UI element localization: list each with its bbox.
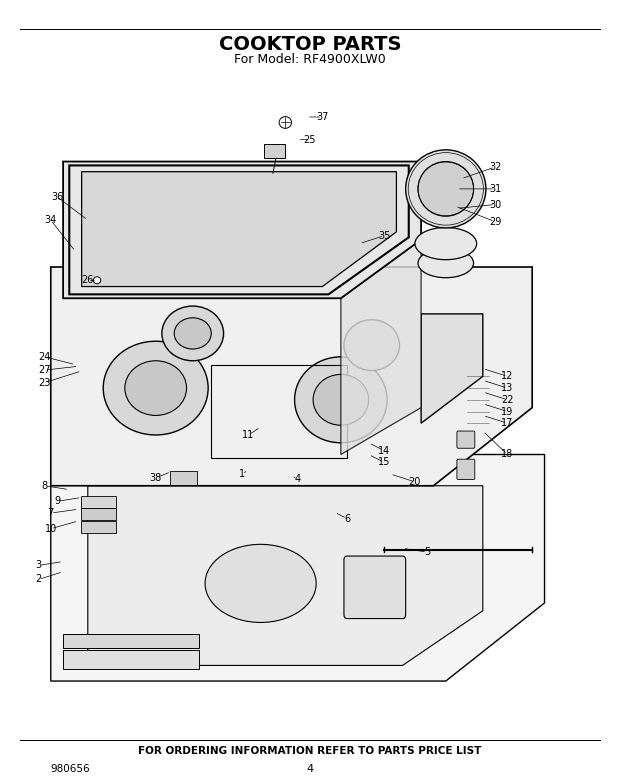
Bar: [63, 650, 199, 670]
Text: 4: 4: [306, 764, 314, 774]
Bar: [264, 143, 285, 158]
Text: 14: 14: [378, 445, 390, 456]
Ellipse shape: [279, 117, 291, 129]
Text: 20: 20: [409, 477, 421, 487]
Text: 18: 18: [502, 449, 513, 459]
Ellipse shape: [94, 277, 101, 284]
Polygon shape: [51, 455, 544, 681]
Text: 32: 32: [489, 162, 502, 172]
Text: 980656: 980656: [51, 764, 91, 774]
Text: 22: 22: [501, 395, 514, 405]
Text: 27: 27: [38, 365, 51, 375]
Ellipse shape: [294, 357, 387, 443]
Text: 12: 12: [502, 372, 514, 381]
Ellipse shape: [205, 544, 316, 622]
Text: 36: 36: [51, 192, 63, 201]
Text: 11: 11: [242, 430, 254, 440]
Text: 35: 35: [378, 230, 390, 241]
FancyBboxPatch shape: [457, 459, 475, 480]
Bar: [63, 634, 199, 648]
Polygon shape: [341, 240, 421, 455]
Text: 2: 2: [35, 575, 42, 585]
Text: 5: 5: [424, 547, 430, 557]
Ellipse shape: [344, 320, 399, 371]
FancyBboxPatch shape: [81, 521, 116, 533]
Polygon shape: [88, 486, 483, 666]
Text: FOR ORDERING INFORMATION REFER TO PARTS PRICE LIST: FOR ORDERING INFORMATION REFER TO PARTS …: [138, 746, 482, 757]
Ellipse shape: [174, 318, 211, 349]
Text: 15: 15: [378, 457, 390, 467]
Text: COOKTOP PARTS: COOKTOP PARTS: [219, 34, 401, 54]
Text: For Model: RF4900XLW0: For Model: RF4900XLW0: [234, 53, 386, 67]
Text: 1: 1: [239, 469, 245, 479]
FancyBboxPatch shape: [344, 556, 405, 619]
Text: 13: 13: [502, 383, 513, 393]
Bar: [211, 365, 347, 459]
Ellipse shape: [104, 341, 208, 435]
Ellipse shape: [415, 227, 477, 260]
Text: 29: 29: [489, 216, 502, 227]
Text: 4: 4: [294, 474, 301, 485]
Text: 37: 37: [316, 112, 329, 122]
Ellipse shape: [418, 162, 474, 216]
FancyBboxPatch shape: [81, 496, 116, 508]
Text: 24: 24: [38, 352, 51, 362]
Text: 7: 7: [48, 508, 54, 518]
FancyBboxPatch shape: [170, 471, 197, 485]
Text: 10: 10: [45, 524, 57, 534]
Text: 9: 9: [54, 496, 60, 506]
FancyBboxPatch shape: [81, 507, 116, 520]
Polygon shape: [421, 314, 483, 423]
Text: 8: 8: [42, 481, 48, 491]
Text: 23: 23: [38, 378, 51, 387]
Ellipse shape: [405, 150, 486, 228]
Ellipse shape: [162, 306, 224, 361]
Text: 38: 38: [149, 473, 162, 483]
Ellipse shape: [313, 375, 369, 425]
FancyBboxPatch shape: [457, 431, 475, 448]
Text: 26: 26: [82, 275, 94, 285]
Ellipse shape: [125, 361, 187, 416]
Text: 19: 19: [502, 407, 513, 416]
Ellipse shape: [418, 249, 474, 278]
Text: 31: 31: [489, 184, 502, 194]
Text: 25: 25: [304, 135, 316, 145]
Text: 3: 3: [35, 561, 42, 571]
Polygon shape: [51, 267, 532, 486]
Text: 6: 6: [344, 514, 350, 524]
Polygon shape: [82, 172, 396, 286]
Text: 17: 17: [502, 418, 514, 428]
Polygon shape: [63, 162, 421, 298]
Text: 34: 34: [45, 215, 57, 225]
Text: 30: 30: [489, 199, 502, 209]
